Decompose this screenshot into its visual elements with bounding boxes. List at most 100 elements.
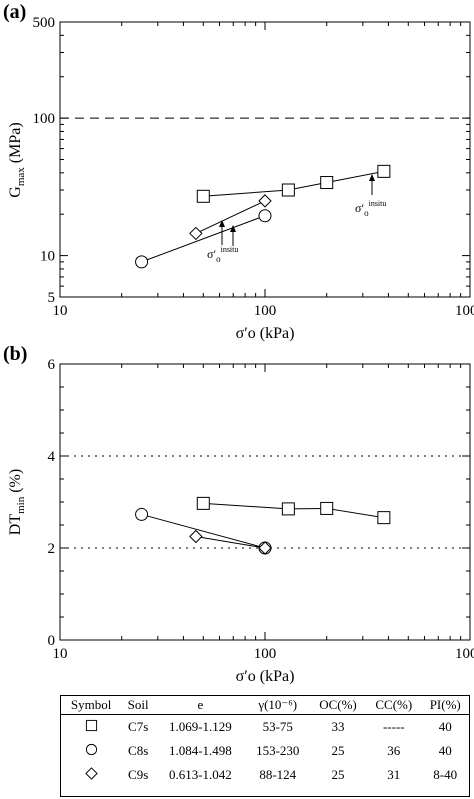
a-ylabel-sub: max (15, 167, 27, 186)
panel-b-gridlines (60, 455, 470, 549)
legend-header-e: e (155, 696, 246, 715)
diamond-marker (258, 541, 272, 555)
figure-canvas: (a) 101001000510100500 Gmax (MPa) σ′o (k… (3, 1, 474, 685)
series-line-c7s (203, 502, 384, 519)
insitu-annotation-right: σ′oinsitu (355, 174, 386, 218)
square-marker (320, 501, 334, 515)
legend-header-symbol: Symbol (61, 696, 122, 715)
diamond-marker (189, 226, 203, 241)
panel-b-frame (59, 363, 471, 641)
legend-oc: 25 (331, 767, 345, 782)
legend-gamma: 88-124 (259, 767, 297, 782)
diamond-marker (189, 529, 203, 544)
insitu-sub-right: o (364, 208, 369, 218)
panel-b-ylabel: DTmin (%) (7, 469, 27, 535)
panel-a-ylabel: Gmax (MPa) (7, 122, 27, 197)
square-marker (281, 183, 295, 197)
a-ylabel-main: G (7, 186, 24, 198)
legend-soil: C8s (128, 743, 149, 758)
legend-e: 0.613-1.042 (168, 767, 232, 782)
legend-header-soil: Soil (121, 696, 156, 715)
svg-text:σ′oinsitu: σ′oinsitu (355, 199, 386, 218)
circle-marker (135, 507, 149, 521)
legend-row-c9s: C9s 0.613-1.042 88-124 25 31 8-40 (61, 763, 469, 787)
insitu-sup-right: insitu (369, 199, 387, 208)
square-marker (196, 496, 210, 510)
x-tick-label: 10 (53, 646, 68, 662)
x-tick-label: 100 (254, 303, 277, 319)
legend-soil: C7s (128, 719, 149, 734)
legend-header-row: Symbol Soil e γ(10⁻⁶) OC(%) CC(%) PI(%) (61, 696, 469, 715)
panel-a-series (135, 164, 391, 269)
legend-header-pi: PI(%) (421, 696, 469, 715)
y-tick-label: 100 (33, 111, 56, 127)
y-tick-label: 10 (40, 249, 55, 265)
x-tick-label: 100 (254, 646, 277, 662)
legend-header-oc: OC(%) (309, 696, 367, 715)
legend-cc: ----- (382, 719, 405, 734)
y-tick-label: 2 (48, 541, 56, 557)
legend-gamma: 53-75 (262, 719, 293, 734)
panel-b-xlabel: σ′o (kPa) (236, 668, 295, 685)
legend-cc: 31 (387, 767, 401, 782)
series-line-c9s (195, 200, 266, 234)
x-tick-label: 10 (53, 303, 68, 319)
series-line-c9s (195, 536, 266, 549)
b-ylabel-main: DT (7, 514, 24, 536)
legend-header-cc: CC(%) (366, 696, 422, 715)
legend-soil: C9s (128, 767, 149, 782)
panel-a-ticks: 101001000510100500 (33, 15, 474, 319)
legend-pi: 8-40 (433, 767, 458, 782)
insitu-sub-left: o (216, 254, 221, 264)
panel-a-frame (59, 21, 471, 298)
legend-e: 1.069-1.129 (168, 719, 232, 734)
square-marker (320, 176, 334, 190)
circle-marker (135, 255, 149, 269)
legend-row-c7s: C7s 1.069-1.129 53-75 33 ----- 40 (61, 715, 469, 740)
svg-text:σ′oinsitu: σ′oinsitu (207, 245, 238, 264)
svg-text:DTmin (%): DTmin (%) (7, 469, 27, 535)
y-tick-label: 5 (48, 290, 56, 306)
legend-oc: 33 (331, 719, 345, 734)
square-marker (281, 502, 295, 516)
legend-pi: 40 (438, 743, 452, 758)
square-marker-icon (85, 719, 97, 731)
square-marker (377, 164, 391, 178)
insitu-label-right: σ′ (355, 201, 364, 215)
b-ylabel-sub: min (15, 496, 27, 514)
diamond-marker-icon (84, 766, 98, 780)
legend-row-c8s: C8s 1.084-1.498 153-230 25 36 40 (61, 739, 469, 763)
series-line-c8s (141, 215, 266, 263)
panel-a-label: (a) (3, 1, 26, 23)
y-tick-label: 6 (48, 357, 56, 373)
y-tick-label: 500 (33, 15, 56, 31)
y-tick-label: 0 (48, 633, 56, 649)
panel-b-series (135, 496, 391, 555)
panel-b-label: (b) (3, 343, 27, 365)
square-marker (377, 511, 391, 525)
square-marker (196, 189, 210, 203)
panel-a-xlabel: σ′o (kPa) (236, 325, 295, 342)
legend-table: Symbol Soil e γ(10⁻⁶) OC(%) CC(%) PI(%) … (60, 695, 470, 797)
legend-e: 1.084-1.498 (168, 743, 232, 758)
series-line-c7s (203, 170, 384, 197)
legend-cc: 36 (387, 743, 401, 758)
circle-marker-icon (85, 743, 97, 755)
insitu-annotation-left: σ′oinsitu (207, 220, 238, 264)
diamond-marker (258, 194, 272, 208)
circle-marker (258, 209, 272, 223)
legend-header-gamma: γ(10⁻⁶) (245, 696, 310, 715)
b-ylabel-unit: (%) (7, 469, 24, 497)
legend-pi: 40 (438, 719, 452, 734)
series-line-c8s (141, 513, 266, 549)
legend-gamma: 153-230 (256, 743, 300, 758)
a-ylabel-unit: (MPa) (7, 122, 24, 167)
insitu-label-left: σ′ (207, 247, 216, 261)
insitu-sup-left: insitu (221, 245, 239, 254)
y-tick-label: 4 (48, 449, 56, 465)
legend-oc: 25 (331, 743, 345, 758)
svg-text:Gmax (MPa): Gmax (MPa) (7, 122, 27, 197)
